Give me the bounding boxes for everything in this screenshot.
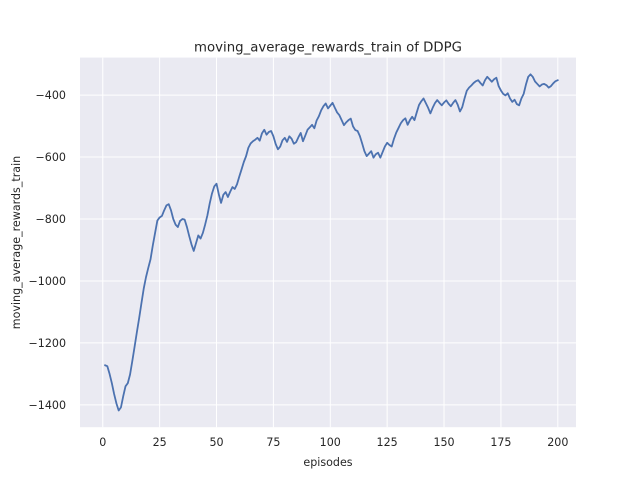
gridlines [80,57,576,428]
y-axis-label: moving_average_rewards_train [10,156,23,329]
y-tick-label: −1000 [28,275,66,288]
y-tick-label: −400 [36,89,66,102]
y-tick-label: −1200 [28,337,66,350]
y-tick-label: −800 [36,213,66,226]
x-tick-label: 100 [320,436,341,449]
y-tick-label: −600 [36,151,66,164]
x-tick-label: 75 [266,436,280,449]
y-tick-labels: −400 −600 −800 −1000 −1200 −1400 [28,89,66,412]
x-tick-label: 150 [433,436,454,449]
x-tick-labels: 0 25 50 75 100 125 150 175 200 [99,436,568,449]
data-series-group [104,73,559,412]
x-tick-label: 175 [490,436,511,449]
x-tick-label: 200 [547,436,568,449]
y-tick-label: −1400 [28,399,66,412]
x-tick-label: 25 [153,436,167,449]
chart-title: moving_average_rewards_train of DDPG [194,41,462,56]
x-axis-label: episodes [303,456,352,469]
x-tick-label: 50 [209,436,223,449]
x-tick-label: 125 [377,436,398,449]
x-tick-label: 0 [99,436,106,449]
plot-area [80,57,576,428]
data-line [104,73,559,412]
